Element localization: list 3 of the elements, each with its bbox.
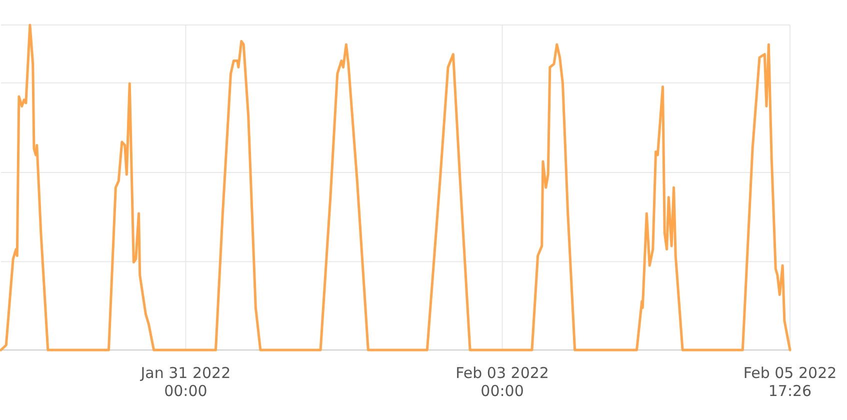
x-tick-label: Jan 31 2022 00:00	[140, 364, 231, 400]
x-tick-label: Feb 03 2022 00:00	[456, 364, 549, 400]
x-tick-label: Feb 05 2022 17:26	[743, 364, 837, 400]
